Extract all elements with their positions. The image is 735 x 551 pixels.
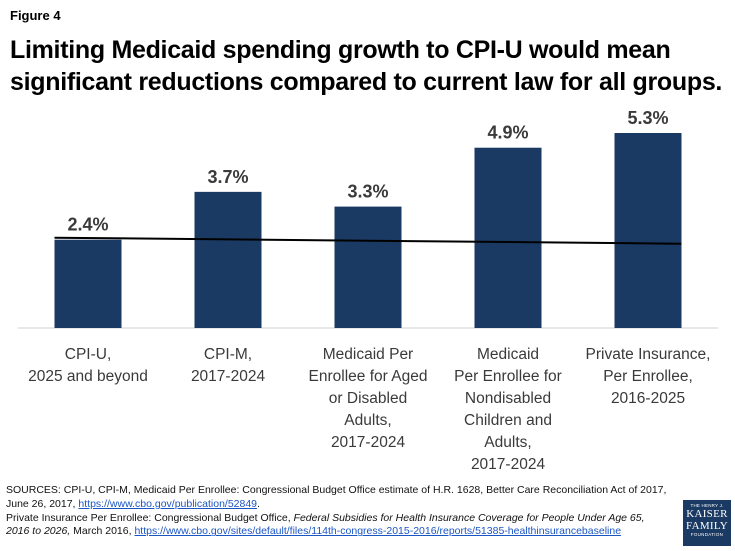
cbo-report-link[interactable]: https://www.cbo.gov/sites/default/files/… bbox=[134, 525, 622, 538]
sources-line-4-italic: 2016 to 2026, bbox=[6, 525, 71, 538]
logo-kaiser: KAISER bbox=[686, 508, 728, 520]
category-label-5: Private Insurance, Per Enrollee, 2016-2025 bbox=[578, 344, 718, 410]
logo-foundation: FOUNDATION bbox=[690, 532, 724, 537]
category-label-1: CPI-U, 2025 and beyond bbox=[18, 344, 158, 388]
category-label-5-line-1: Private Insurance, bbox=[585, 346, 711, 363]
category-label-2-line-2: 2017-2024 bbox=[190, 368, 266, 385]
category-label-2-line-1: CPI-M, bbox=[203, 346, 253, 363]
sources-line-2: June 26, 2017, https://www.cbo.gov/publi… bbox=[6, 498, 682, 512]
category-label-3-line-3: or Disabled bbox=[328, 390, 408, 407]
bar-1 bbox=[54, 239, 122, 328]
bar-3 bbox=[334, 206, 402, 328]
category-label-1-line-2: 2025 and beyond bbox=[28, 368, 148, 385]
category-label-2: CPI-M, 2017-2024 bbox=[158, 344, 298, 388]
category-label-1-line-1: CPI-U, bbox=[64, 346, 112, 363]
bar-4 bbox=[474, 147, 542, 328]
sources-line-3: Private Insurance Per Enrollee: Congress… bbox=[6, 512, 682, 526]
bar-2 bbox=[194, 191, 262, 328]
chart-title: Limiting Medicaid spending growth to CPI… bbox=[10, 34, 725, 98]
sources-line-4-text: March 2016, bbox=[70, 525, 135, 538]
category-label-4-line-2: Per Enrollee for bbox=[454, 368, 562, 385]
category-label-4-line-4: Children and bbox=[464, 412, 552, 429]
data-label-5: 5.3% bbox=[627, 108, 668, 128]
data-label-1: 2.4% bbox=[67, 215, 108, 235]
chart-title-line-1: Limiting Medicaid spending growth to CPI… bbox=[10, 36, 671, 64]
kff-logo: THE HENRY J. KAISER FAMILY FOUNDATION bbox=[683, 500, 731, 546]
category-label-3-line-5: 2017-2024 bbox=[330, 434, 406, 451]
sources-line-4: 2016 to 2026, March 2016, https://www.cb… bbox=[6, 525, 682, 539]
figure-label: Figure 4 bbox=[10, 8, 61, 23]
category-label-3-line-4: Adults, bbox=[344, 412, 392, 429]
sources-line-3-text: Private Insurance Per Enrollee: Congress… bbox=[6, 511, 294, 524]
logo-small-text: THE HENRY J. bbox=[690, 503, 724, 508]
category-label-3-line-1: Medicaid Per bbox=[322, 346, 414, 363]
data-label-2: 3.7% bbox=[207, 167, 248, 187]
sources-line-3-italic: Federal Subsidies for Health Insurance C… bbox=[293, 511, 645, 524]
chart-title-line-2: significant reductions compared to curre… bbox=[10, 68, 723, 96]
sources-line-2-end: . bbox=[257, 497, 260, 510]
sources-note: SOURCES: CPI-U, CPI-M, Medicaid Per Enro… bbox=[6, 484, 682, 539]
category-label-5-line-3: 2016-2025 bbox=[610, 390, 686, 407]
cpi-u-reference-line bbox=[54, 236, 682, 245]
sources-line-2-text: June 26, 2017, bbox=[6, 497, 79, 510]
cbo-publication-link[interactable]: https://www.cbo.gov/publication/52849 bbox=[78, 497, 258, 510]
category-label-4-line-5: Adults, bbox=[484, 434, 532, 451]
sources-line-1: SOURCES: CPI-U, CPI-M, Medicaid Per Enro… bbox=[6, 484, 667, 496]
category-label-4-line-6: 2017-2024 bbox=[470, 456, 546, 473]
bar-5 bbox=[614, 133, 682, 328]
category-label-4-line-1: Medicaid bbox=[476, 346, 540, 363]
data-label-4: 4.9% bbox=[487, 123, 528, 143]
category-label-3-line-2: Enrollee for Aged bbox=[308, 368, 428, 385]
category-label-5-line-2: Per Enrollee, bbox=[603, 368, 693, 385]
category-label-4: Medicaid Per Enrollee for Nondisabled Child… bbox=[438, 344, 578, 476]
logo-family: FAMILY bbox=[685, 519, 729, 532]
data-label-3: 3.3% bbox=[347, 182, 388, 202]
category-label-4-line-3: Nondisabled bbox=[464, 390, 552, 407]
category-label-3: Medicaid Per Enrollee for Aged or Disabled… bbox=[298, 344, 438, 454]
